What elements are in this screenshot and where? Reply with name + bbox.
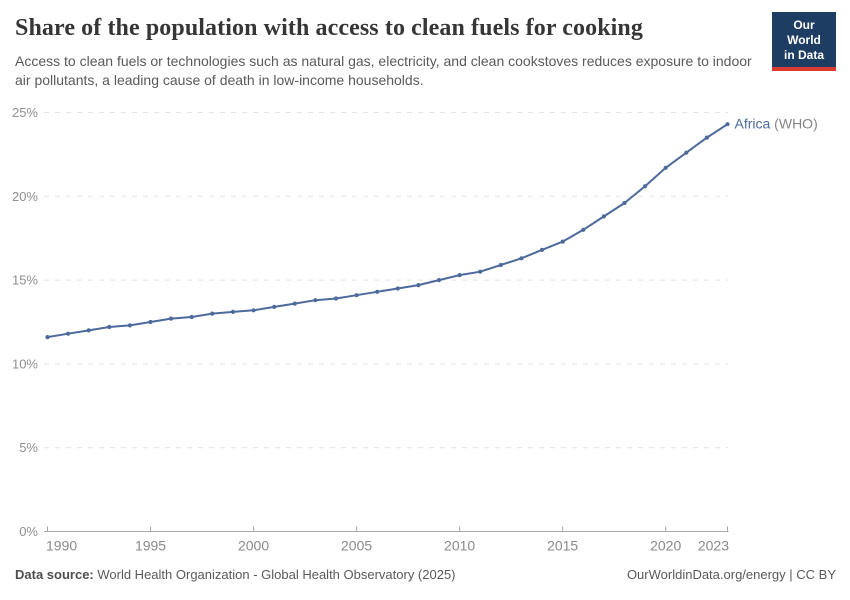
data-point[interactable] [416, 283, 421, 288]
x-axis-tick-label: 2010 [444, 538, 475, 554]
y-axis-tick-label: 20% [12, 189, 38, 204]
owid-logo-line2: in Data [783, 48, 824, 62]
data-point[interactable] [395, 286, 400, 291]
data-point[interactable] [148, 319, 153, 325]
owid-logo[interactable]: Our World in Data [772, 12, 836, 71]
data-point[interactable] [45, 335, 50, 340]
owid-license-link[interactable]: OurWorldinData.org/energy | CC BY [626, 567, 836, 582]
data-point[interactable] [210, 311, 215, 316]
data-point[interactable] [643, 184, 648, 189]
data-point[interactable] [66, 331, 71, 336]
data-point[interactable] [354, 293, 359, 298]
series-line[interactable] [47, 123, 729, 339]
data-point[interactable] [581, 227, 586, 232]
data-point[interactable] [230, 309, 236, 314]
data-point[interactable] [684, 150, 689, 155]
data-point[interactable] [251, 308, 256, 313]
x-axis: 1990 1995 2000 2005 2010 2015 2020 2023 [46, 526, 729, 554]
data-series: Africa (WHO) [45, 116, 818, 340]
data-point[interactable] [539, 247, 545, 252]
y-axis-tick-label: 0% [19, 524, 38, 539]
x-axis-tick-label: 2005 [341, 538, 372, 554]
data-point[interactable] [333, 296, 339, 301]
chart-footer: Data source: World Health Organization -… [15, 567, 836, 582]
owid-logo-line1: Our World [787, 18, 821, 47]
data-point[interactable] [704, 135, 710, 140]
y-axis-tick-label: 25% [12, 105, 38, 120]
x-axis-tick-label: 1990 [46, 538, 77, 554]
chart-subtitle: Access to clean fuels or technologies su… [15, 53, 752, 88]
data-point[interactable] [725, 122, 730, 127]
data-point[interactable] [519, 256, 524, 261]
y-axis-tick-label: 15% [12, 273, 38, 288]
data-point[interactable] [436, 278, 442, 283]
y-axis-tick-label: 10% [12, 356, 38, 371]
data-source-text: World Health Organization - Global Healt… [93, 567, 456, 582]
data-point[interactable] [663, 165, 668, 170]
series-label[interactable]: Africa (WHO) [735, 116, 818, 132]
data-point[interactable] [498, 262, 503, 268]
chart-title: Share of the population with access to c… [15, 15, 643, 41]
data-point[interactable] [375, 289, 380, 294]
x-axis-tick-label: 2015 [547, 538, 578, 554]
data-point[interactable] [292, 301, 297, 306]
gridlines: 0% 5% 10% 15% 20% 25% [12, 105, 729, 539]
data-source: Data source: World Health Organization -… [15, 567, 456, 582]
data-point[interactable] [189, 314, 194, 320]
x-axis-tick-label: 2000 [238, 538, 269, 554]
data-point[interactable] [86, 328, 91, 333]
data-point[interactable] [107, 324, 112, 330]
data-point[interactable] [169, 316, 174, 321]
data-point[interactable] [622, 200, 627, 206]
x-axis-tick-label: 1995 [135, 538, 166, 554]
data-point[interactable] [272, 304, 277, 309]
y-axis-tick-label: 5% [19, 440, 38, 455]
data-point[interactable] [457, 273, 462, 278]
data-point[interactable] [560, 239, 565, 244]
data-source-label: Data source: [15, 567, 94, 582]
x-axis-tick-label: 2020 [650, 538, 681, 554]
data-point[interactable] [127, 323, 132, 328]
data-point[interactable] [601, 214, 607, 219]
data-point[interactable] [478, 269, 483, 274]
data-point[interactable] [313, 298, 318, 303]
x-axis-tick-label: 2023 [698, 538, 729, 554]
